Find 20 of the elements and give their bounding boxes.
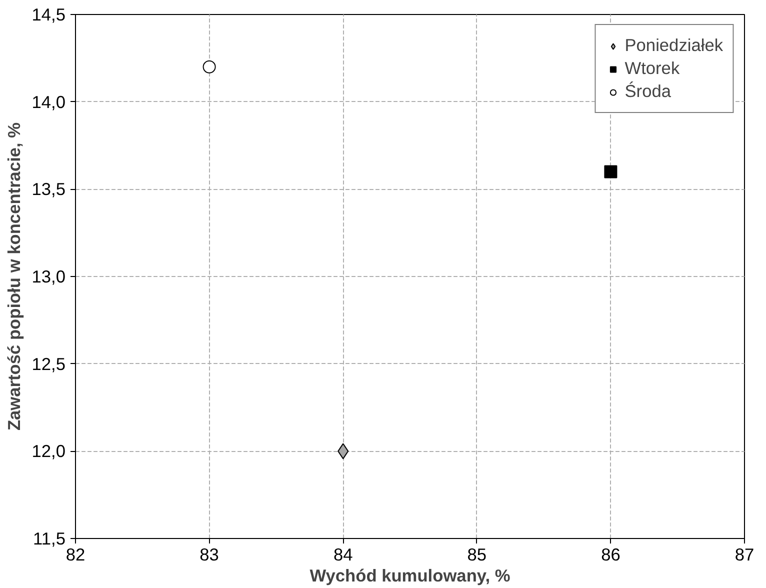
y-tick-label: 13,5 bbox=[32, 179, 66, 200]
legend-label: Środa bbox=[624, 81, 671, 102]
y-tick-label: 14,0 bbox=[32, 92, 66, 112]
legend-label: Poniedziałek bbox=[624, 35, 723, 56]
x-tick-label: 85 bbox=[467, 544, 487, 564]
x-axis-title: Wychód kumulowany, % bbox=[310, 566, 510, 586]
y-tick-label: 12,5 bbox=[32, 354, 66, 374]
point bbox=[604, 165, 618, 178]
x-tick-label: 87 bbox=[734, 544, 754, 564]
y-tick-label: 12,0 bbox=[32, 441, 66, 462]
legend-label: Wtorek bbox=[624, 58, 680, 79]
x-tick-label: 83 bbox=[200, 544, 219, 564]
y-tick-label: 14,5 bbox=[32, 4, 66, 24]
x-tick-label: 86 bbox=[601, 544, 620, 564]
y-axis-title: Zawartość popiołu w koncentracie, % bbox=[4, 122, 24, 431]
x-tick-label: 84 bbox=[333, 544, 354, 564]
y-tick-label: 11,5 bbox=[33, 528, 66, 548]
point bbox=[202, 60, 216, 74]
y-tick-label: 13,0 bbox=[32, 266, 66, 286]
x-tick-label: 82 bbox=[66, 544, 86, 564]
